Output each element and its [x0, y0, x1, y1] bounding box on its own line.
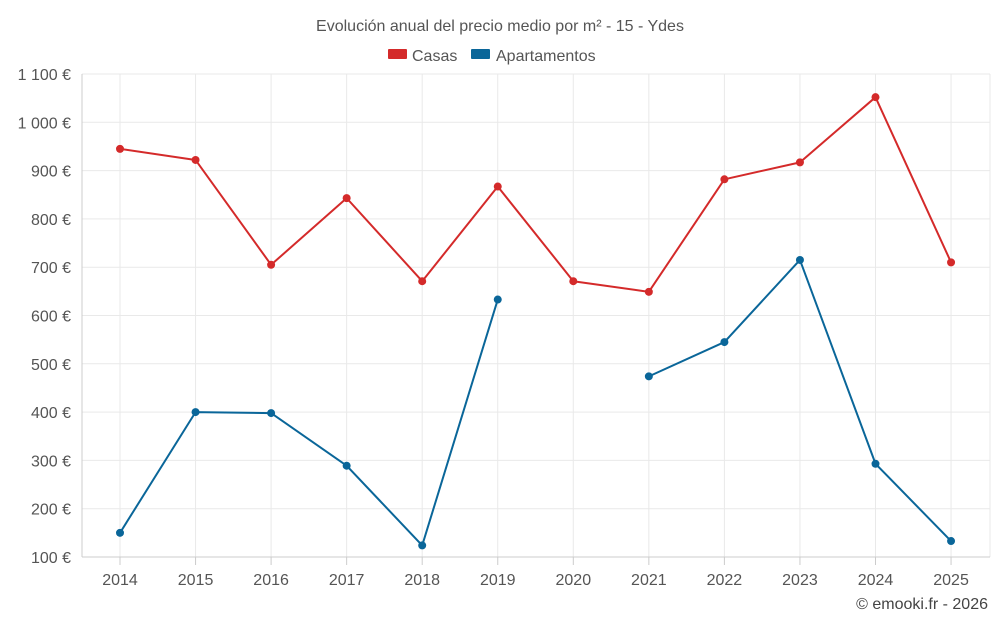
data-point-casas[interactable]: [947, 258, 956, 267]
x-tick-label: 2018: [404, 572, 440, 589]
y-tick-label: 400 €: [31, 405, 71, 422]
data-point-apartamentos[interactable]: [493, 295, 502, 304]
legend: Casas Apartamentos: [388, 48, 596, 65]
data-point-casas[interactable]: [116, 144, 124, 153]
y-tick-label: 900 €: [31, 164, 71, 181]
x-tick-label: 2025: [933, 572, 969, 589]
data-point-casas[interactable]: [267, 260, 276, 269]
data-point-casas[interactable]: [871, 93, 880, 102]
data-point-apartamentos[interactable]: [947, 537, 956, 546]
y-tick-label: 700 €: [31, 260, 71, 277]
data-point-apartamentos[interactable]: [720, 338, 729, 347]
data-point-casas[interactable]: [720, 175, 729, 184]
data-point-casas[interactable]: [644, 287, 653, 296]
x-tick-label: 2021: [631, 572, 667, 589]
x-tick-label: 2015: [178, 572, 214, 589]
y-tick-label: 1 000 €: [18, 115, 71, 132]
legend-swatch-apartamentos: [471, 49, 490, 59]
data-point-apartamentos[interactable]: [191, 408, 200, 417]
y-tick-label: 800 €: [31, 212, 71, 229]
series-layer: [116, 93, 956, 550]
legend-label-casas[interactable]: Casas: [412, 48, 457, 65]
y-tick-label: 300 €: [31, 453, 71, 470]
data-point-apartamentos[interactable]: [644, 372, 653, 381]
data-point-casas[interactable]: [795, 158, 804, 167]
y-tick-label: 1 100 €: [18, 67, 71, 84]
y-axis: 100 € 200 € 300 € 400 € 500 € 600 € 700 € 800 €…: [18, 67, 83, 567]
x-tick-label: 2024: [858, 572, 894, 589]
series-line-apartamentos: [119, 299, 499, 547]
x-tick-label: 2016: [253, 572, 289, 589]
x-tick-label: 2023: [782, 572, 818, 589]
y-tick-label: 500 €: [31, 357, 71, 374]
y-tick-label: 100 €: [31, 550, 71, 567]
gridlines: [82, 73, 991, 557]
data-point-casas[interactable]: [493, 182, 502, 191]
data-point-apartamentos[interactable]: [871, 459, 880, 468]
data-point-casas[interactable]: [418, 277, 427, 286]
chart-title: Evolución anual del precio medio por m² …: [316, 18, 684, 35]
data-point-casas[interactable]: [342, 194, 351, 203]
x-axis: 2014 2015 2016 2017 2018 2019 2020 2021 2022 2023…: [82, 556, 990, 589]
data-point-apartamentos[interactable]: [267, 409, 276, 418]
y-tick-label: 200 €: [31, 502, 71, 519]
data-point-casas[interactable]: [569, 277, 578, 286]
data-point-casas[interactable]: [191, 155, 200, 164]
series-line-casas: [119, 96, 952, 293]
x-tick-label: 2022: [707, 572, 743, 589]
x-tick-label: 2019: [480, 572, 516, 589]
credit-text: © emooki.fr - 2026: [856, 596, 988, 613]
data-point-apartamentos[interactable]: [418, 541, 427, 550]
data-point-apartamentos[interactable]: [342, 461, 351, 470]
y-tick-label: 600 €: [31, 309, 71, 326]
x-tick-label: 2017: [329, 572, 365, 589]
data-point-apartamentos[interactable]: [795, 255, 804, 264]
legend-swatch-casas: [388, 49, 407, 59]
legend-label-apartamentos[interactable]: Apartamentos: [496, 48, 596, 65]
data-point-apartamentos[interactable]: [116, 528, 124, 537]
x-tick-label: 2014: [102, 572, 138, 589]
x-tick-label: 2020: [556, 572, 592, 589]
